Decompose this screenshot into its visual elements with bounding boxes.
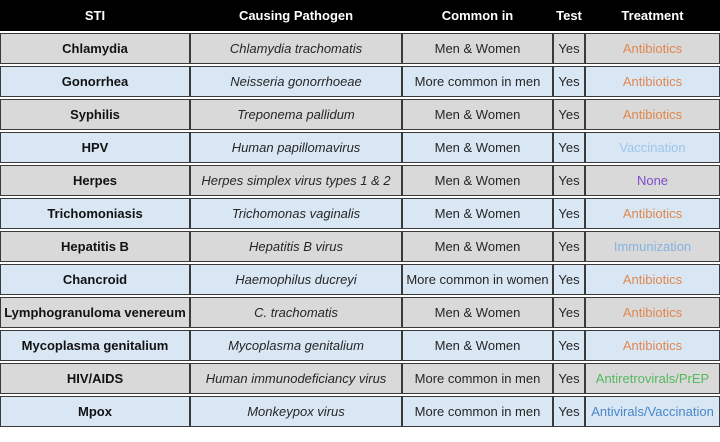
table-row: Syphilis Treponema pallidum Men & Women …	[0, 99, 720, 130]
table-header-row: STI Causing Pathogen Common in Test Trea…	[0, 0, 720, 31]
table-row: Chancroid Haemophilus ducreyi More commo…	[0, 264, 720, 295]
table-row: Hepatitis B Hepatitis B virus Men & Wome…	[0, 231, 720, 262]
table-row: Chlamydia Chlamydia trachomatis Men & Wo…	[0, 33, 720, 64]
treatment-cell: Antibiotics	[585, 33, 720, 64]
sti-name-cell: Mpox	[0, 396, 190, 427]
header-sti: STI	[0, 0, 190, 31]
pathogen-cell: Mycoplasma genitalium	[190, 330, 402, 361]
sti-name-cell: Syphilis	[0, 99, 190, 130]
treatment-cell: Immunization	[585, 231, 720, 262]
treatment-cell: Antibiotics	[585, 297, 720, 328]
pathogen-cell: Human papillomavirus	[190, 132, 402, 163]
pathogen-cell: Treponema pallidum	[190, 99, 402, 130]
pathogen-cell: Neisseria gonorrhoeae	[190, 66, 402, 97]
common-in-cell: More common in men	[402, 66, 553, 97]
test-cell: Yes	[553, 198, 585, 229]
treatment-cell: None	[585, 165, 720, 196]
common-in-cell: Men & Women	[402, 132, 553, 163]
test-cell: Yes	[553, 363, 585, 394]
test-cell: Yes	[553, 132, 585, 163]
header-test: Test	[553, 0, 585, 31]
treatment-cell: Antibiotics	[585, 198, 720, 229]
pathogen-cell: Haemophilus ducreyi	[190, 264, 402, 295]
pathogen-cell: C. trachomatis	[190, 297, 402, 328]
common-in-cell: Men & Women	[402, 297, 553, 328]
pathogen-cell: Herpes simplex virus types 1 & 2	[190, 165, 402, 196]
table-row: Trichomoniasis Trichomonas vaginalis Men…	[0, 198, 720, 229]
pathogen-cell: Hepatitis B virus	[190, 231, 402, 262]
treatment-cell: Antivirals/Vaccination	[585, 396, 720, 427]
treatment-cell: Antibiotics	[585, 264, 720, 295]
treatment-cell: Antiretrovirals/PrEP	[585, 363, 720, 394]
table-row: Gonorrhea Neisseria gonorrhoeae More com…	[0, 66, 720, 97]
pathogen-cell: Trichomonas vaginalis	[190, 198, 402, 229]
table-row: Mpox Monkeypox virus More common in men …	[0, 396, 720, 427]
test-cell: Yes	[553, 33, 585, 64]
sti-name-cell: HIV/AIDS	[0, 363, 190, 394]
treatment-cell: Antibiotics	[585, 99, 720, 130]
common-in-cell: Men & Women	[402, 330, 553, 361]
common-in-cell: Men & Women	[402, 99, 553, 130]
test-cell: Yes	[553, 396, 585, 427]
common-in-cell: Men & Women	[402, 33, 553, 64]
table-row: Mycoplasma genitalium Mycoplasma genital…	[0, 330, 720, 361]
test-cell: Yes	[553, 99, 585, 130]
treatment-cell: Antibiotics	[585, 66, 720, 97]
pathogen-cell: Chlamydia trachomatis	[190, 33, 402, 64]
common-in-cell: More common in men	[402, 363, 553, 394]
sti-name-cell: HPV	[0, 132, 190, 163]
pathogen-cell: Monkeypox virus	[190, 396, 402, 427]
test-cell: Yes	[553, 297, 585, 328]
sti-name-cell: Gonorrhea	[0, 66, 190, 97]
sti-name-cell: Herpes	[0, 165, 190, 196]
table-row: Herpes Herpes simplex virus types 1 & 2 …	[0, 165, 720, 196]
test-cell: Yes	[553, 264, 585, 295]
common-in-cell: More common in women	[402, 264, 553, 295]
common-in-cell: Men & Women	[402, 231, 553, 262]
sti-name-cell: Mycoplasma genitalium	[0, 330, 190, 361]
header-causing-pathogen: Causing Pathogen	[190, 0, 402, 31]
test-cell: Yes	[553, 330, 585, 361]
common-in-cell: Men & Women	[402, 198, 553, 229]
sti-table: STI Causing Pathogen Common in Test Trea…	[0, 0, 720, 427]
treatment-cell: Antibiotics	[585, 330, 720, 361]
test-cell: Yes	[553, 231, 585, 262]
table-row: HIV/AIDS Human immunodeficiancy virus Mo…	[0, 363, 720, 394]
common-in-cell: Men & Women	[402, 165, 553, 196]
treatment-cell: Vaccination	[585, 132, 720, 163]
sti-name-cell: Chlamydia	[0, 33, 190, 64]
sti-name-cell: Chancroid	[0, 264, 190, 295]
header-treatment: Treatment	[585, 0, 720, 31]
test-cell: Yes	[553, 66, 585, 97]
sti-name-cell: Hepatitis B	[0, 231, 190, 262]
sti-name-cell: Trichomoniasis	[0, 198, 190, 229]
table-row: Lymphogranuloma venereum C. trachomatis …	[0, 297, 720, 328]
common-in-cell: More common in men	[402, 396, 553, 427]
sti-name-cell: Lymphogranuloma venereum	[0, 297, 190, 328]
header-common-in: Common in	[402, 0, 553, 31]
test-cell: Yes	[553, 165, 585, 196]
table-row: HPV Human papillomavirus Men & Women Yes…	[0, 132, 720, 163]
pathogen-cell: Human immunodeficiancy virus	[190, 363, 402, 394]
